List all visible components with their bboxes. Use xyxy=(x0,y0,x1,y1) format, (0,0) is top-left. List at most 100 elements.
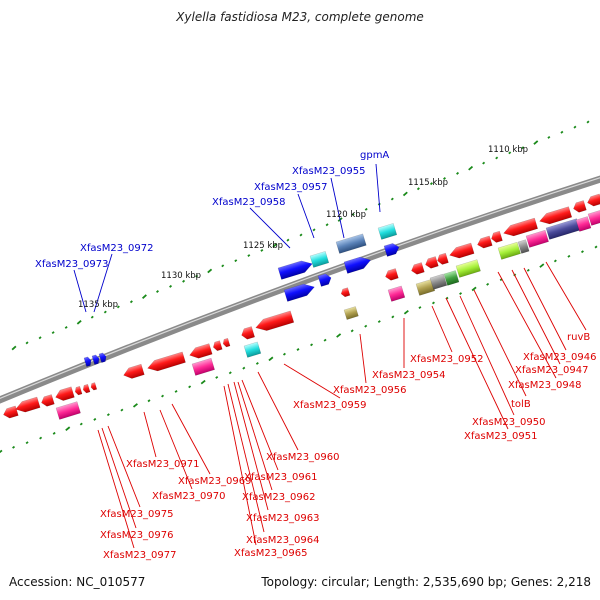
forward-gene-arrow xyxy=(317,273,332,287)
forward-gene-label: gpmA xyxy=(360,150,389,161)
forward-gene-arrow xyxy=(283,283,315,302)
inner-scale-tick xyxy=(120,408,124,412)
reverse-gene-arrow xyxy=(90,382,98,391)
forward-leader-line xyxy=(330,177,345,239)
forward-gene-box xyxy=(377,223,398,240)
reverse-leader-line xyxy=(445,297,509,430)
reverse-gene-label: XfasM23_0959 xyxy=(293,400,367,411)
inner-scale-tick xyxy=(188,385,192,389)
reverse-gene-box xyxy=(587,209,600,226)
scale-label: 1120 kbp xyxy=(326,210,366,220)
inner-scale-tick xyxy=(539,263,545,268)
reverse-leader-line xyxy=(227,383,265,533)
inner-scale-tick xyxy=(52,431,56,435)
inner-scale-tick xyxy=(65,426,71,431)
reverse-gene-label: XfasM23_0971 xyxy=(126,459,200,470)
outer-scale-tick xyxy=(364,207,368,211)
genome-summary-text: Topology: circular; Length: 2,535,690 bp… xyxy=(261,575,591,589)
reverse-gene-label: XfasM23_0975 xyxy=(100,509,174,520)
reverse-gene-arrow xyxy=(477,235,493,249)
outer-scale-tick xyxy=(260,248,264,252)
outer-scale-tick xyxy=(533,140,539,145)
reverse-leader-line xyxy=(143,411,157,458)
reverse-leader-line xyxy=(241,379,279,471)
reverse-gene-label: tolB xyxy=(511,399,531,410)
outer-scale-tick xyxy=(207,268,213,274)
inner-scale-tick xyxy=(25,441,29,445)
reverse-gene-arrow xyxy=(123,363,145,379)
forward-leader-line xyxy=(93,253,113,313)
inner-scale-tick xyxy=(567,254,571,258)
reverse-leader-line xyxy=(523,267,567,351)
scale-label: 1110 kbp xyxy=(488,145,528,155)
reverse-leader-line xyxy=(473,289,527,397)
reverse-gene-label: XfasM23_0970 xyxy=(152,491,226,502)
reverse-gene-arrow xyxy=(41,394,55,407)
outer-scale-tick xyxy=(508,151,512,155)
map-title: Xylella fastidiosa M23, complete genome xyxy=(176,10,424,24)
reverse-gene-arrow xyxy=(3,405,19,419)
reverse-gene-box xyxy=(429,273,448,290)
inner-scale-tick xyxy=(391,315,395,319)
forward-gene-arrow xyxy=(91,354,100,365)
reverse-leader-line xyxy=(237,381,273,491)
reverse-gene-label: ruvB xyxy=(567,332,590,343)
inner-scale-tick xyxy=(132,403,138,408)
reverse-gene-box xyxy=(455,259,481,278)
outer-scale-tick xyxy=(272,242,278,248)
inner-scale-tick xyxy=(580,250,584,254)
inner-scale-tick xyxy=(174,389,178,393)
reverse-gene-arrow xyxy=(449,242,475,259)
outer-scale-tick xyxy=(182,279,186,283)
inner-scale-tick xyxy=(594,245,598,249)
inner-scale-tick xyxy=(228,371,232,375)
inner-scale-tick xyxy=(486,282,490,286)
outer-scale-tick xyxy=(129,300,133,304)
outer-scale-tick xyxy=(402,191,408,197)
outer-scale-tick xyxy=(234,259,238,263)
inner-scale-tick xyxy=(296,348,300,351)
reverse-gene-arrow xyxy=(385,268,399,281)
outer-scale-tick xyxy=(221,264,225,268)
outer-scale-tick xyxy=(443,177,446,180)
inner-scale-tick xyxy=(459,292,463,296)
reverse-gene-label: XfasM23_0962 xyxy=(242,492,316,503)
inner-scale-tick xyxy=(323,338,327,342)
inner-scale-tick xyxy=(0,449,3,455)
reverse-leader-line xyxy=(159,409,193,490)
outer-scale-tick xyxy=(560,130,564,134)
reverse-gene-label: XfasM23_0969 xyxy=(178,476,252,487)
inner-scale-tick xyxy=(553,259,557,263)
reverse-gene-label: XfasM23_0950 xyxy=(472,417,546,428)
inner-scale-tick xyxy=(431,301,435,305)
outer-scale-tick xyxy=(64,325,68,329)
inner-scale-tick xyxy=(403,309,409,315)
reverse-leader-line xyxy=(171,403,211,475)
inner-scale-tick xyxy=(242,366,246,370)
outer-scale-tick xyxy=(586,120,590,124)
scale-label: 1115 kbp xyxy=(408,178,448,188)
inner-scale-tick xyxy=(336,333,342,338)
reverse-leader-line xyxy=(459,295,515,416)
forward-gene-box xyxy=(335,233,367,254)
inner-scale-tick xyxy=(282,352,286,356)
inner-scale-tick xyxy=(215,376,219,379)
forward-gene-arrow xyxy=(277,260,313,280)
reverse-gene-arrow xyxy=(573,200,587,213)
forward-leader-line xyxy=(249,207,291,249)
forward-gene-arrow xyxy=(383,243,400,257)
reverse-gene-box xyxy=(191,357,215,376)
outer-scale-tick xyxy=(116,305,120,309)
inner-scale-tick xyxy=(106,413,110,417)
reverse-gene-box xyxy=(55,401,81,420)
reverse-gene-label: XfasM23_0956 xyxy=(333,385,407,396)
outer-scale-tick xyxy=(468,165,474,171)
outer-scale-tick xyxy=(195,274,199,278)
forward-gene-arrow xyxy=(83,356,92,367)
reverse-gene-box xyxy=(525,229,549,248)
inner-scale-tick xyxy=(147,399,151,403)
inner-scale-tick xyxy=(377,320,381,323)
outer-scale-tick xyxy=(169,284,173,288)
genome-backbone xyxy=(0,175,600,404)
